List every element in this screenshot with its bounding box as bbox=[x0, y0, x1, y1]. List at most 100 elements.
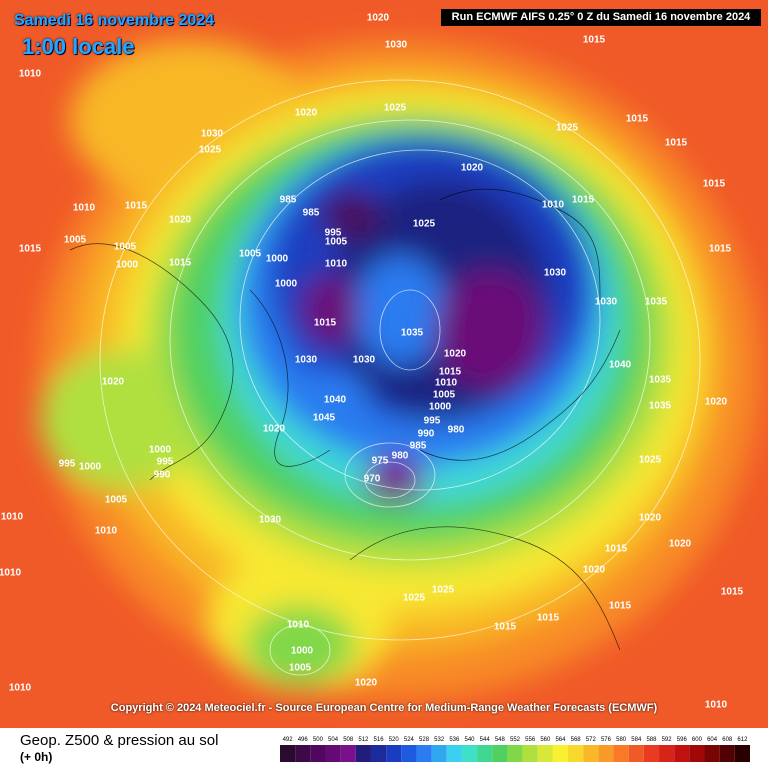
colorbar-swatch bbox=[628, 745, 644, 762]
isobar-label: 1025 bbox=[384, 103, 407, 114]
colorbar-label: 516 bbox=[374, 737, 385, 743]
colorbar-swatch bbox=[370, 745, 387, 762]
isobar-label: 1005 bbox=[239, 249, 262, 260]
isobar-label: 1030 bbox=[295, 355, 318, 366]
colorbar-swatch bbox=[583, 745, 599, 762]
colorbar-swatch bbox=[719, 745, 735, 762]
colorbar-swatch bbox=[355, 745, 371, 762]
isobar-label: 1015 bbox=[439, 367, 462, 378]
isobar-label: 1025 bbox=[403, 593, 426, 604]
isobar-label: 1015 bbox=[169, 258, 192, 269]
colorbar-label: 608 bbox=[722, 737, 733, 743]
isobar-label: 1020 bbox=[102, 377, 125, 388]
isobar-label: 1020 bbox=[444, 349, 467, 360]
isobar-label: 1005 bbox=[64, 235, 87, 246]
isobar-label: 1015 bbox=[572, 195, 595, 206]
isobar-label: 1030 bbox=[385, 40, 408, 51]
colorbar-label: 560 bbox=[540, 737, 551, 743]
isobar-label: 1015 bbox=[709, 244, 732, 255]
footer-title: Geop. Z500 & pression au sol bbox=[20, 732, 219, 749]
isobar-label: 1025 bbox=[556, 123, 579, 134]
colorbar-label: 584 bbox=[631, 737, 642, 743]
colorbar-label: 496 bbox=[298, 737, 309, 743]
colorbar: 492 496 500 504 508 512 516 520 524 528 532 536 540 5… bbox=[280, 737, 750, 762]
colorbar-swatch bbox=[461, 745, 478, 762]
colorbar-swatch bbox=[507, 745, 523, 762]
isobar-label: 1010 bbox=[1, 512, 24, 523]
isobar-label: 1015 bbox=[721, 587, 744, 598]
coastlines bbox=[69, 188, 621, 651]
isobar-label: 1030 bbox=[201, 129, 224, 140]
isobar-label: 1010 bbox=[705, 700, 728, 711]
isobar-label: 1035 bbox=[649, 401, 672, 412]
colorbar-swatch bbox=[734, 745, 750, 762]
colorbar-swatch bbox=[552, 745, 569, 762]
isobar-label: 990 bbox=[418, 429, 435, 440]
isobar-label: 1020 bbox=[639, 513, 662, 524]
colorbar-label: 524 bbox=[404, 737, 415, 743]
isobar-label: 1020 bbox=[669, 539, 692, 550]
colorbar-label: 564 bbox=[555, 737, 566, 743]
colorbar-label: 528 bbox=[419, 737, 430, 743]
isobar-label: 1010 bbox=[287, 620, 310, 631]
isobar-label: 1040 bbox=[324, 395, 347, 406]
isobar-label: 1015 bbox=[703, 179, 726, 190]
colorbar-label: 568 bbox=[571, 737, 582, 743]
isobar-label: 985 bbox=[410, 441, 427, 452]
isobar-label: 1000 bbox=[429, 402, 452, 413]
isobar-label: 1020 bbox=[705, 397, 728, 408]
isobar-label: 995 bbox=[424, 416, 441, 427]
colorbar-swatch bbox=[598, 745, 614, 762]
isobar-label: 995 bbox=[59, 459, 76, 470]
copyright: Copyright © 2024 Meteociel.fr - Source E… bbox=[110, 702, 658, 714]
isobar-label: 1000 bbox=[116, 260, 139, 271]
colorbar-label: 596 bbox=[677, 737, 688, 743]
isobar-label: 1020 bbox=[169, 215, 192, 226]
isobar-label: 1010 bbox=[542, 200, 565, 211]
colorbar-label: 504 bbox=[328, 737, 339, 743]
isobar-label: 1035 bbox=[645, 297, 668, 308]
colorbar-swatch bbox=[613, 745, 629, 762]
isobar-label: 1015 bbox=[665, 138, 688, 149]
height-field bbox=[40, 40, 760, 700]
isobar-label: 1040 bbox=[609, 360, 632, 371]
colorbar-label: 580 bbox=[616, 737, 627, 743]
isobar-label: 1020 bbox=[263, 424, 286, 435]
isobar-label: 1005 bbox=[325, 237, 348, 248]
isobar-label: 990 bbox=[154, 470, 171, 481]
isobar-label: 1015 bbox=[537, 613, 560, 624]
colorbar-swatch bbox=[568, 745, 584, 762]
isobar-label: 985 bbox=[303, 208, 320, 219]
isobar-label: 1015 bbox=[494, 622, 517, 633]
isobar-label: 1015 bbox=[125, 201, 148, 212]
isobar-label: 1020 bbox=[461, 163, 484, 174]
isobar-labels: 1020 1030 1015 1010 1020 1025 1015 1030 1025 1025… bbox=[0, 13, 744, 711]
isobar-label: 1015 bbox=[609, 601, 632, 612]
colorbar-swatch bbox=[325, 745, 341, 762]
colorbar-label: 600 bbox=[692, 737, 703, 743]
isobar-label: 1025 bbox=[199, 145, 222, 156]
colorbar-swatch bbox=[689, 745, 705, 762]
isobar-label: 1035 bbox=[401, 328, 424, 339]
isobar-label: 1005 bbox=[289, 663, 312, 674]
colorbar-label: 604 bbox=[707, 737, 718, 743]
colorbar-swatch bbox=[340, 745, 356, 762]
colorbar-label: 544 bbox=[480, 737, 491, 743]
isobar-label: 1015 bbox=[19, 244, 42, 255]
isobar-label: 1030 bbox=[544, 268, 567, 279]
isobar-label: 980 bbox=[392, 451, 409, 462]
colorbar-swatch bbox=[401, 745, 417, 762]
colorbar-swatch bbox=[446, 745, 462, 762]
footer-lead: (+ 0h) bbox=[20, 750, 53, 764]
isobar-label: 1005 bbox=[433, 390, 456, 401]
isobar-label: 1015 bbox=[626, 114, 649, 125]
isobar-label: 975 bbox=[372, 456, 389, 467]
isobar-label: 1030 bbox=[259, 515, 282, 526]
isobar-label: 1025 bbox=[639, 455, 662, 466]
colorbar-label: 592 bbox=[662, 737, 673, 743]
colorbar-label: 492 bbox=[283, 737, 294, 743]
isobar-label: 1015 bbox=[605, 544, 628, 555]
colorbar-swatch bbox=[310, 745, 326, 762]
colorbar-swatch bbox=[431, 745, 447, 762]
isobar-label: 1035 bbox=[649, 375, 672, 386]
